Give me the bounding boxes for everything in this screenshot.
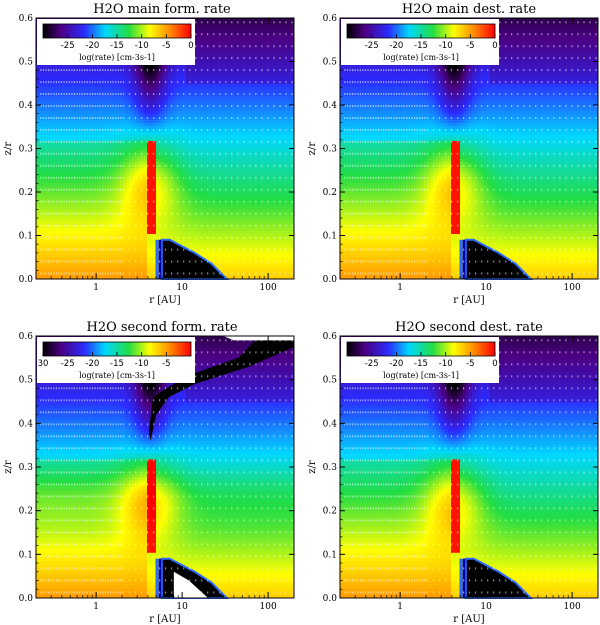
colorbar-tick-label: -15: [414, 359, 428, 369]
y-tick-label: 0.2: [19, 507, 33, 517]
y-tick-label: 0.2: [323, 507, 337, 517]
x-tick-label: 10: [176, 602, 188, 612]
colorbar-label: log(rate) [cm-3s-1]: [383, 53, 459, 62]
y-tick-label: 0.0: [19, 594, 34, 604]
colorbar-tick-label: -25: [365, 41, 379, 51]
colorbar-tick-label: -20: [85, 359, 99, 369]
y-tick-label: 0.2: [323, 188, 337, 198]
colorbar-label: log(rate) [cm-3s-1]: [383, 371, 459, 380]
panel-2: H2O main dest. rate 0.0 0.1 0.2 0.3 0.4 0.5 0.6…: [307, 2, 598, 306]
colorbar-tick-label: -5: [162, 359, 170, 369]
x-tick-label: 100: [260, 602, 277, 612]
colorbar: 30 -25 -20 -15 -10 -5 log(rate) [cm-3s-1]: [37, 337, 195, 383]
x-tick-label: 100: [564, 283, 581, 293]
colorbar-tick-label: -15: [110, 41, 124, 51]
x-axis-label: r [AU]: [149, 295, 181, 306]
colorbar-label: log(rate) [cm-3s-1]: [79, 53, 155, 62]
y-tick-label: 0.5: [19, 376, 34, 386]
x-tick-label: 100: [260, 283, 277, 293]
y-tick-label: 0.2: [19, 188, 33, 198]
colorbar-tick-label: 0: [188, 41, 193, 51]
x-tick-label: 1: [93, 602, 99, 612]
y-tick-label: 0.4: [323, 419, 338, 429]
y-tick-label: 0.4: [323, 101, 338, 111]
colorbar-tick-label: -25: [365, 359, 379, 369]
colorbar-tick-label: 0: [492, 359, 497, 369]
colorbar-tick-label: -15: [110, 359, 124, 369]
colorbar-tick-label: 0: [492, 41, 497, 51]
colorbar-tick-label: -10: [439, 41, 453, 51]
y-tick-label: 0.0: [19, 275, 34, 285]
colorbar-tick-label: -20: [389, 41, 403, 51]
y-tick-label: 0.0: [323, 275, 338, 285]
y-tick-label: 0.3: [19, 145, 34, 155]
panel-3: H2O second form. rate 0.0 0.1 0.2 0.3 0.4 0.5 0…: [3, 320, 294, 625]
panel-title: H2O second dest. rate: [395, 320, 543, 335]
y-axis-label: z/r: [307, 460, 318, 474]
panel-title: H2O main form. rate: [93, 2, 231, 17]
y-tick-label: 0.5: [19, 58, 34, 68]
panel-1: H2O main form. rate 0.0 0.1 0.2 0.3 0.4 0.5 0.6…: [3, 2, 294, 306]
y-tick-label: 0.6: [323, 332, 338, 342]
y-tick-label: 0.3: [323, 145, 338, 155]
colorbar-tick-label: -15: [414, 41, 428, 51]
x-tick-label: 1: [397, 283, 403, 293]
colorbar-tick-label: -20: [389, 359, 403, 369]
colorbar-tick-label: -25: [61, 359, 75, 369]
colorbar-tick-label: 30: [38, 359, 49, 369]
x-axis-label: r [AU]: [149, 614, 181, 625]
x-tick-label: 1: [93, 283, 99, 293]
colorbar-tick-label: -25: [61, 41, 75, 51]
y-tick-label: 0.6: [19, 332, 34, 342]
x-tick-label: 1: [397, 602, 403, 612]
x-axis-label: r [AU]: [453, 295, 485, 306]
panel-title: H2O main dest. rate: [402, 2, 537, 17]
colorbar: -25 -20 -15 -10 -5 0 log(rate) [cm-3s-1]: [341, 337, 499, 383]
y-tick-label: 0.4: [19, 101, 34, 111]
colorbar-tick-label: -5: [162, 41, 170, 51]
y-axis-label: z/r: [307, 142, 318, 156]
colorbar-tick-label: -5: [466, 359, 474, 369]
y-tick-label: 0.6: [323, 14, 338, 24]
x-tick-label: 100: [564, 602, 581, 612]
y-tick-label: 0.1: [323, 550, 337, 560]
x-tick-label: 10: [480, 283, 492, 293]
colorbar-label: log(rate) [cm-3s-1]: [79, 371, 155, 380]
x-tick-label: 10: [480, 602, 492, 612]
y-tick-label: 0.3: [323, 463, 338, 473]
y-tick-label: 0.5: [323, 58, 338, 68]
colorbar-tick-label: -10: [135, 41, 149, 51]
y-axis-label: z/r: [3, 142, 14, 156]
x-axis-label: r [AU]: [453, 614, 485, 625]
colorbar-tick-label: -10: [439, 359, 453, 369]
y-tick-label: 0.1: [19, 232, 33, 242]
y-axis-label: z/r: [3, 460, 14, 474]
colorbar-tick-label: -20: [85, 41, 99, 51]
y-tick-label: 0.4: [19, 419, 34, 429]
y-tick-label: 0.3: [19, 463, 34, 473]
panel-title: H2O second form. rate: [86, 320, 237, 335]
y-tick-label: 0.1: [19, 550, 33, 560]
panel-4: H2O second dest. rate 0.0 0.1 0.2 0.3 0.4 0.5 0…: [307, 320, 598, 625]
y-tick-label: 0.1: [323, 232, 337, 242]
y-tick-label: 0.6: [19, 14, 34, 24]
colorbar: -25 -20 -15 -10 -5 0 log(rate) [cm-3s-1]: [37, 19, 195, 65]
colorbar: -25 -20 -15 -10 -5 0 log(rate) [cm-3s-1]: [341, 19, 499, 65]
y-tick-label: 0.5: [323, 376, 338, 386]
y-tick-label: 0.0: [323, 594, 338, 604]
x-tick-label: 10: [176, 283, 188, 293]
colorbar-tick-label: -10: [135, 359, 149, 369]
colorbar-tick-label: -5: [466, 41, 474, 51]
